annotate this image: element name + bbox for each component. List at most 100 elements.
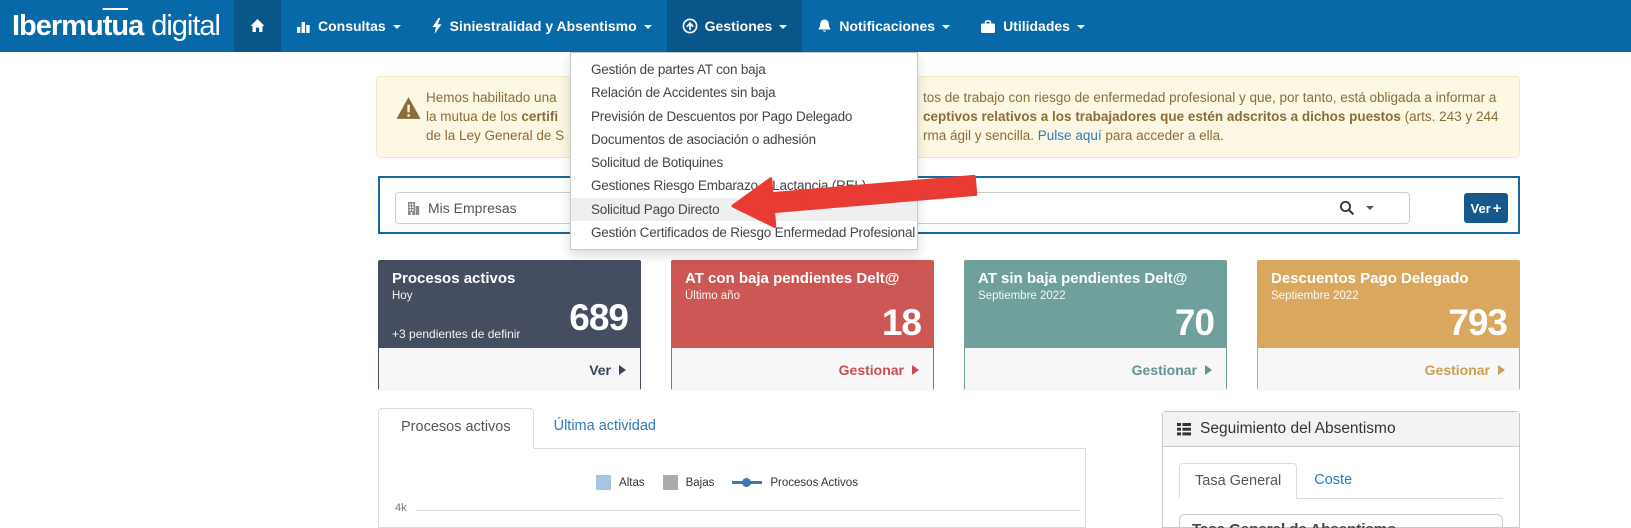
card-body: AT con baja pendientes Delt@ Último año … <box>672 261 933 347</box>
card-action-gestionar[interactable]: Gestionar <box>965 347 1226 391</box>
nav-utilidades[interactable]: Utilidades <box>965 0 1100 52</box>
panel-title: Seguimiento del Absentismo <box>1200 420 1396 437</box>
bar-chart-icon <box>296 21 310 33</box>
nav-label: Siniestralidad y Absentismo <box>449 18 637 34</box>
card-body: AT sin baja pendientes Delt@ Septiembre … <box>965 261 1226 347</box>
procesos-chart: Altas Bajas Procesos Activos 4k <box>378 448 1086 528</box>
legend-bajas-swatch <box>662 475 678 490</box>
ver-mas-button[interactable]: Ver + <box>1464 193 1508 223</box>
y-axis-tick: 4k <box>395 502 407 514</box>
legend-label: Procesos Activos <box>770 476 858 489</box>
banner-text: ceptivos relativos a los trabajadores qu… <box>923 109 1499 124</box>
nav-consultas[interactable]: Consultas <box>281 0 416 52</box>
tab-coste[interactable]: Coste <box>1314 472 1353 488</box>
activity-tabs: Procesos activos Última actividad <box>378 408 676 449</box>
company-scope-label: Mis Empresas <box>428 200 517 216</box>
brand-part: digital <box>151 9 221 42</box>
menu-item-solicitud-botiquines[interactable]: Solicitud de Botiquines <box>591 155 723 171</box>
card-value: 70 <box>1174 302 1215 343</box>
nav-label: Consultas <box>317 18 386 34</box>
banner-text: Hemos habilitado una <box>426 90 557 105</box>
card-note: +3 pendientes de definir <box>392 327 521 341</box>
arrow-circle-up-icon <box>682 18 698 34</box>
brand-part: tu <box>102 9 129 42</box>
card-subtitle: Septiembre 2022 <box>1271 290 1359 302</box>
building-icon <box>408 201 420 215</box>
card-body: Procesos activos Hoy 689 +3 pendientes d… <box>379 261 640 347</box>
stat-cards-row: Procesos activos Hoy 689 +3 pendientes d… <box>378 260 1520 391</box>
bolt-icon <box>432 18 442 34</box>
menu-item-gestion-partes-at[interactable]: Gestión de partes AT con baja <box>591 62 766 77</box>
chevron-down-icon <box>392 25 401 29</box>
search-icon <box>1340 201 1355 216</box>
card-subtitle: Septiembre 2022 <box>978 290 1066 302</box>
panel-body: Tasa General Coste Tasa General de Absen… <box>1163 447 1519 528</box>
bell-icon <box>818 19 831 32</box>
banner-text: la mutua de los certifi <box>426 109 559 124</box>
card-at-sin-baja: AT sin baja pendientes Delt@ Septiembre … <box>964 260 1227 391</box>
panel-header: Seguimiento del Absentismo <box>1163 412 1519 447</box>
tab-tasa-general[interactable]: Tasa General <box>1179 463 1298 499</box>
legend-label: Altas <box>619 476 645 489</box>
menu-item-relacion-accidentes[interactable]: Relación de Accidentes sin baja <box>591 85 776 101</box>
search-trigger[interactable] <box>1339 192 1374 224</box>
panel-tabs: Tasa General Coste <box>1179 463 1503 499</box>
chevron-down-icon <box>1076 25 1085 29</box>
card-title: AT sin baja pendientes Delt@ <box>978 270 1188 287</box>
tab-procesos-activos[interactable]: Procesos activos <box>378 408 534 449</box>
gridline <box>417 510 1079 511</box>
card-title: Procesos activos <box>392 270 516 287</box>
brand-part: a <box>128 9 144 42</box>
briefcase-icon <box>981 19 996 33</box>
menu-item-documentos-asociacion[interactable]: Documentos de asociación o adhesión <box>591 131 816 147</box>
card-action-gestionar[interactable]: Gestionar <box>672 347 933 391</box>
nav-notificaciones[interactable]: Notificaciones <box>802 0 965 52</box>
chevron-down-icon <box>1366 206 1374 210</box>
banner-text: rma ágil y sencilla. Pulse aquí para acc… <box>923 128 1224 143</box>
legend-altas-swatch <box>596 475 612 490</box>
brand-logo[interactable]: Ibermutua digital <box>0 0 234 52</box>
card-title: AT con baja pendientes Delt@ <box>685 270 900 287</box>
annotation-arrow <box>731 174 978 228</box>
pulse-aqui-link[interactable]: Pulse aquí <box>1037 128 1102 143</box>
chevron-down-icon <box>643 25 652 29</box>
play-icon <box>619 364 626 375</box>
card-action-ver[interactable]: Ver <box>379 347 640 391</box>
top-navbar: Ibermutua digital Consultas Siniestralida… <box>0 0 1631 52</box>
warning-banner: Hemos habilitado una tos de trabajo con … <box>376 76 1520 158</box>
nav-label: Gestiones <box>704 18 773 34</box>
banner-text: tos de trabajo con riesgo de enfermedad … <box>923 90 1497 105</box>
plus-icon: + <box>1492 199 1502 217</box>
legend-line-marker <box>732 478 763 487</box>
nav-siniestralidad[interactable]: Siniestralidad y Absentismo <box>416 0 667 52</box>
nav-gestiones[interactable]: Gestiones <box>666 0 803 52</box>
nav-label: Notificaciones <box>839 18 936 34</box>
absentismo-panel: Seguimiento del Absentismo Tasa General … <box>1162 411 1520 528</box>
card-value: 793 <box>1448 302 1508 343</box>
card-action-gestionar[interactable]: Gestionar <box>1258 347 1519 391</box>
banner-text: de la Ley General de S <box>426 128 565 143</box>
play-icon <box>912 364 919 375</box>
menu-item-prevision-descuentos[interactable]: Previsión de Descuentos por Pago Delegad… <box>591 108 853 124</box>
chart-legend: Altas Bajas Procesos Activos <box>379 475 1085 490</box>
card-value: 18 <box>881 302 922 343</box>
tasks-icon <box>1177 423 1191 436</box>
card-descuentos: Descuentos Pago Delegado Septiembre 2022… <box>1257 260 1520 391</box>
card-value: 689 <box>569 297 629 338</box>
home-icon <box>250 19 265 32</box>
tasa-general-box: Tasa General de Absentismo <box>1179 514 1503 528</box>
chevron-down-icon <box>942 25 951 29</box>
menu-item-gestion-certificados[interactable]: Gestión Certificados de Riesgo Enfermeda… <box>591 225 916 241</box>
nav-home[interactable] <box>233 0 281 52</box>
card-title: Descuentos Pago Delegado <box>1271 270 1469 287</box>
company-scope-select[interactable]: Mis Empresas <box>395 192 573 224</box>
play-icon <box>1205 364 1212 375</box>
card-subtitle: Último año <box>685 290 740 302</box>
tab-ultima-actividad[interactable]: Última actividad <box>553 418 656 434</box>
nav-label: Utilidades <box>1003 18 1070 34</box>
menu-item-gestiones-rel[interactable]: Gestiones Riesgo Embarazo o Lactancia (R… <box>591 178 867 194</box>
card-at-con-baja: AT con baja pendientes Delt@ Último año … <box>671 260 934 391</box>
card-procesos-activos: Procesos activos Hoy 689 +3 pendientes d… <box>378 260 641 391</box>
chevron-down-icon <box>779 25 788 29</box>
brand-part: Ibermu <box>12 9 104 42</box>
